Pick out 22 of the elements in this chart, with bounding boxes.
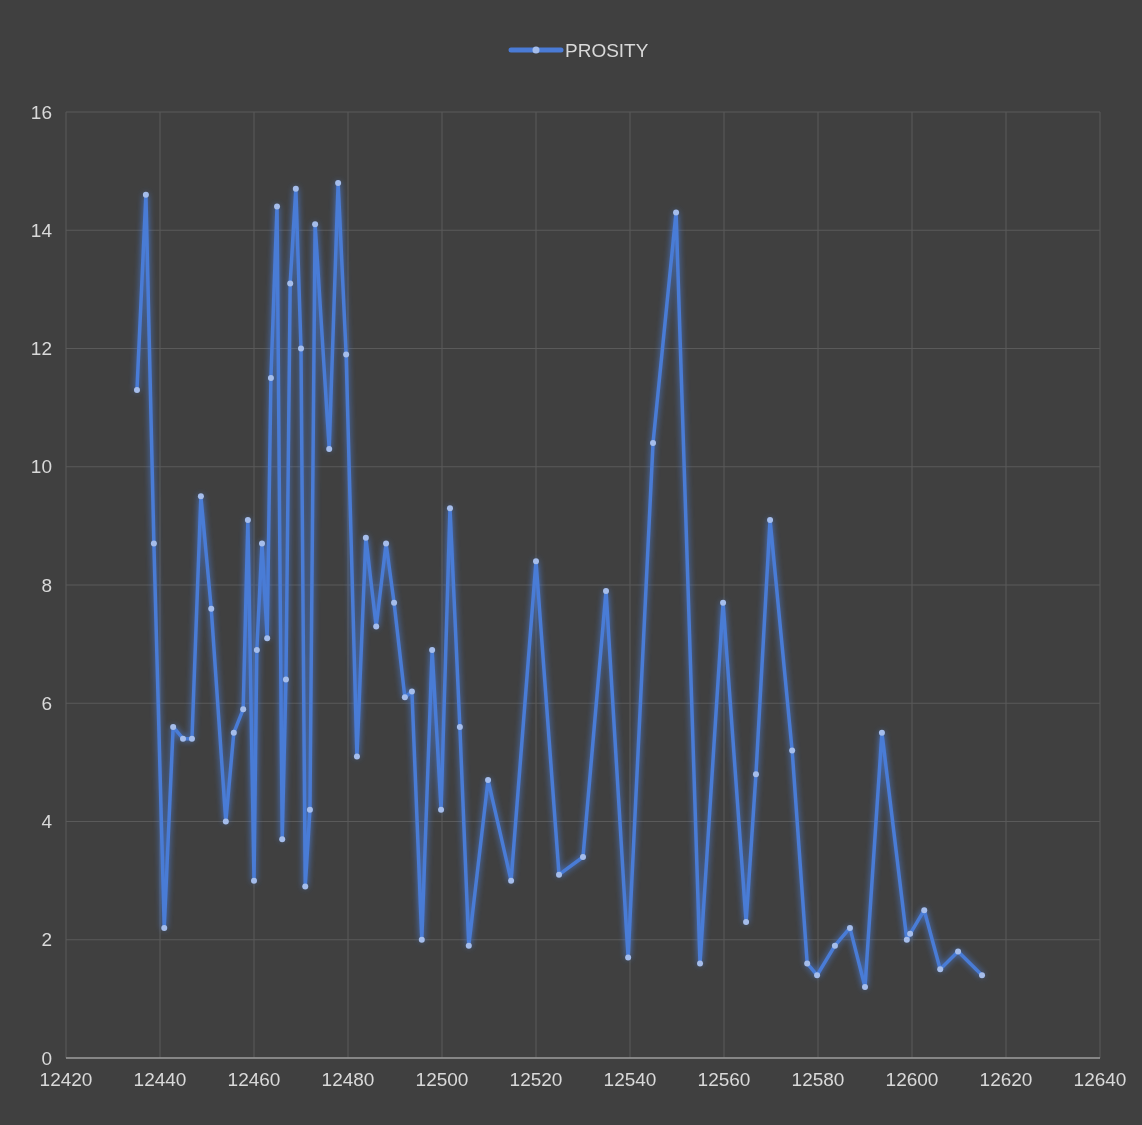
x-tick-label: 12600 (885, 1069, 939, 1090)
y-tick-label: 16 (30, 101, 52, 123)
y-tick-label: 0 (41, 1047, 52, 1069)
x-tick-label: 12560 (697, 1069, 751, 1090)
y-tick-label: 14 (30, 219, 53, 241)
x-tick-label: 12480 (321, 1069, 375, 1090)
x-tick-label: 12500 (415, 1069, 469, 1090)
y-tick-label: 10 (30, 456, 52, 478)
x-tick-label: 12540 (603, 1069, 657, 1090)
x-tick-label: 12620 (979, 1069, 1033, 1090)
y-tick-label: 6 (41, 692, 52, 714)
x-tick-label: 12440 (133, 1069, 187, 1090)
legend-label: PROSITY (565, 39, 649, 61)
x-tick-label: 12520 (509, 1069, 563, 1090)
y-tick-label: 2 (41, 929, 52, 951)
y-tick-label: 8 (41, 574, 52, 596)
x-tick-label: 12580 (791, 1069, 845, 1090)
x-tick-label: 12640 (1073, 1069, 1127, 1090)
y-tick-label: 12 (30, 338, 52, 360)
y-tick-label: 4 (41, 811, 53, 833)
x-tick-label: 12420 (39, 1069, 93, 1090)
x-tick-label: 12460 (227, 1069, 281, 1090)
